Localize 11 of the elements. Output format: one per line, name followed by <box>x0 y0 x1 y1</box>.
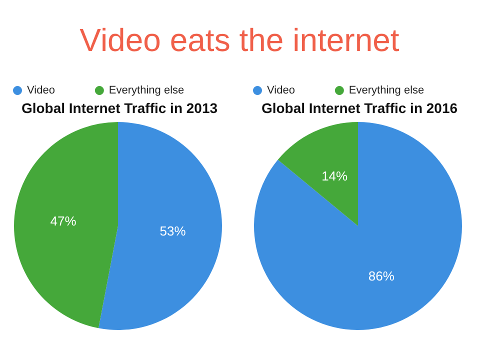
text: Video eats the internet <box>78 22 400 59</box>
legend-label: Video <box>267 84 295 96</box>
text: Global Internet Traffic in 2013 <box>21 100 218 116</box>
data-label: 86% <box>368 268 395 284</box>
data-label: 14% <box>322 168 348 184</box>
legend-label: Everything else <box>108 84 184 96</box>
data-label: 47% <box>50 213 77 228</box>
data-label: 53% <box>160 224 186 239</box>
text: Global Internet Traffic in 2016 <box>261 100 458 116</box>
legend-label: Everything else <box>348 84 424 96</box>
legend-label: Video <box>27 84 55 96</box>
